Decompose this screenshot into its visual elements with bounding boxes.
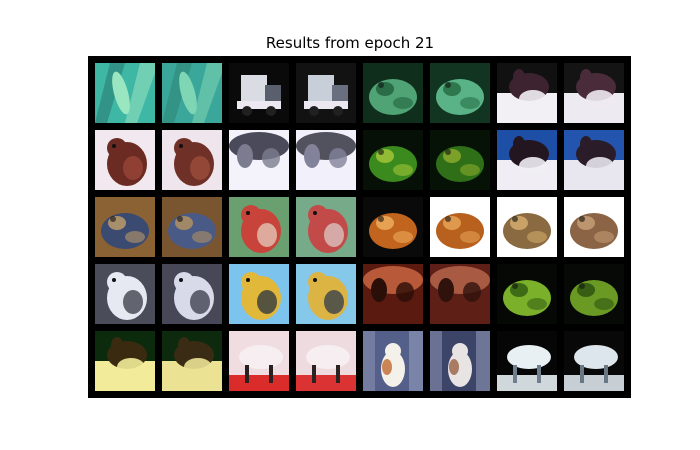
image-thumbnail [363, 264, 423, 324]
image-thumbnail [95, 63, 155, 123]
original-image-3-0 [95, 264, 155, 324]
image-thumbnail [363, 63, 423, 123]
image-thumbnail [497, 130, 557, 190]
image-thumbnail [162, 130, 222, 190]
image-thumbnail [430, 264, 490, 324]
image-thumbnail [564, 63, 624, 123]
figure-title: Results from epoch 21 [265, 34, 435, 52]
image-thumbnail [229, 63, 289, 123]
image-thumbnail [564, 264, 624, 324]
original-image-0-4 [363, 63, 423, 123]
image-thumbnail [363, 130, 423, 190]
image-thumbnail [564, 130, 624, 190]
image-thumbnail [497, 264, 557, 324]
reconstructed-image-0-1 [162, 63, 222, 123]
original-image-1-2 [229, 130, 289, 190]
original-image-2-0 [95, 197, 155, 257]
original-image-4-4 [363, 331, 423, 391]
image-thumbnail [95, 264, 155, 324]
image-thumbnail [497, 197, 557, 257]
original-image-3-6 [497, 264, 557, 324]
reconstructed-image-0-3 [296, 63, 356, 123]
image-thumbnail [497, 331, 557, 391]
reconstructed-image-4-1 [162, 331, 222, 391]
image-thumbnail [229, 264, 289, 324]
reconstructed-image-1-1 [162, 130, 222, 190]
original-image-4-2 [229, 331, 289, 391]
reconstructed-image-1-5 [430, 130, 490, 190]
image-thumbnail [564, 331, 624, 391]
reconstructed-image-0-5 [430, 63, 490, 123]
original-image-3-2 [229, 264, 289, 324]
reconstructed-image-2-5 [430, 197, 490, 257]
reconstructed-image-0-7 [564, 63, 624, 123]
image-thumbnail [296, 331, 356, 391]
reconstructed-image-1-3 [296, 130, 356, 190]
original-image-1-6 [497, 130, 557, 190]
original-image-1-4 [363, 130, 423, 190]
reconstructed-image-4-7 [564, 331, 624, 391]
image-thumbnail [95, 130, 155, 190]
reconstructed-image-2-3 [296, 197, 356, 257]
image-thumbnail [497, 63, 557, 123]
image-thumbnail [296, 130, 356, 190]
image-thumbnail [229, 130, 289, 190]
original-image-1-0 [95, 130, 155, 190]
reconstructed-image-2-1 [162, 197, 222, 257]
original-image-0-6 [497, 63, 557, 123]
image-thumbnail [296, 264, 356, 324]
image-thumbnail [229, 331, 289, 391]
image-thumbnail [229, 197, 289, 257]
image-thumbnail [162, 63, 222, 123]
reconstructed-image-3-5 [430, 264, 490, 324]
image-thumbnail [363, 197, 423, 257]
reconstructed-image-1-7 [564, 130, 624, 190]
reconstructed-image-4-3 [296, 331, 356, 391]
reconstructed-image-4-5 [430, 331, 490, 391]
original-image-3-4 [363, 264, 423, 324]
original-image-0-0 [95, 63, 155, 123]
original-image-2-6 [497, 197, 557, 257]
image-thumbnail [162, 331, 222, 391]
image-thumbnail [430, 63, 490, 123]
image-grid [88, 56, 631, 398]
image-thumbnail [564, 197, 624, 257]
original-image-4-6 [497, 331, 557, 391]
image-thumbnail [296, 197, 356, 257]
reconstructed-image-2-7 [564, 197, 624, 257]
original-image-4-0 [95, 331, 155, 391]
original-image-2-2 [229, 197, 289, 257]
original-image-2-4 [363, 197, 423, 257]
image-thumbnail [430, 130, 490, 190]
original-image-0-2 [229, 63, 289, 123]
image-thumbnail [162, 197, 222, 257]
image-thumbnail [363, 331, 423, 391]
image-thumbnail [430, 331, 490, 391]
image-thumbnail [296, 63, 356, 123]
reconstructed-image-3-3 [296, 264, 356, 324]
reconstructed-image-3-1 [162, 264, 222, 324]
image-thumbnail [95, 331, 155, 391]
image-thumbnail [162, 264, 222, 324]
image-thumbnail [430, 197, 490, 257]
image-thumbnail [95, 197, 155, 257]
reconstructed-image-3-7 [564, 264, 624, 324]
